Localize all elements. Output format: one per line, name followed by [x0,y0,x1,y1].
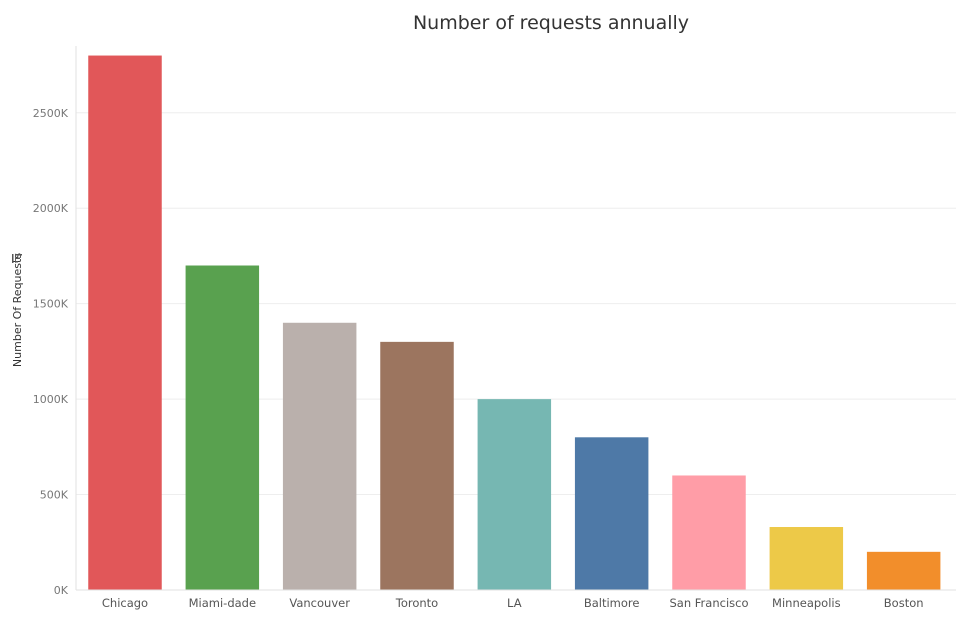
chart-title: Number of requests annually [413,12,689,34]
y-axis-label: Number Of Requests [11,253,24,367]
x-tick-label: Boston [884,596,924,610]
x-tick-label: Baltimore [584,596,640,610]
y-tick-label: 2000K [33,202,69,215]
x-tick-label: Vancouver [289,596,350,610]
x-tick-label: San Francisco [669,596,748,610]
y-axis-ticks: 0K 500K 1000K 1500K 2000K 2500K [33,107,69,597]
y-tick-label: 1000K [33,393,69,406]
bar-boston[interactable] [866,551,941,590]
bars [88,55,941,590]
bar-la[interactable] [477,399,552,590]
x-tick-label: Minneapolis [772,596,841,610]
x-tick-label: Toronto [395,596,438,610]
bar-miami-dade[interactable] [185,265,260,590]
y-tick-label: 1500K [33,298,69,311]
bar-minneapolis[interactable] [769,527,844,590]
sort-icon[interactable] [12,254,22,263]
x-axis-ticks: Chicago Miami-dade Vancouver Toronto LA Balti… [102,596,924,610]
bar-baltimore[interactable] [574,437,649,590]
y-tick-label: 500K [40,489,69,502]
bar-vancouver[interactable] [282,322,357,590]
y-tick-label: 2500K [33,107,69,120]
x-tick-label: Miami-dade [189,596,256,610]
bar-san-francisco[interactable] [672,475,746,590]
y-tick-label: 0K [54,584,69,597]
x-tick-label: Chicago [102,596,148,610]
bar-toronto[interactable] [380,341,454,590]
bar-chicago[interactable] [88,55,162,590]
x-tick-label: LA [507,596,522,610]
